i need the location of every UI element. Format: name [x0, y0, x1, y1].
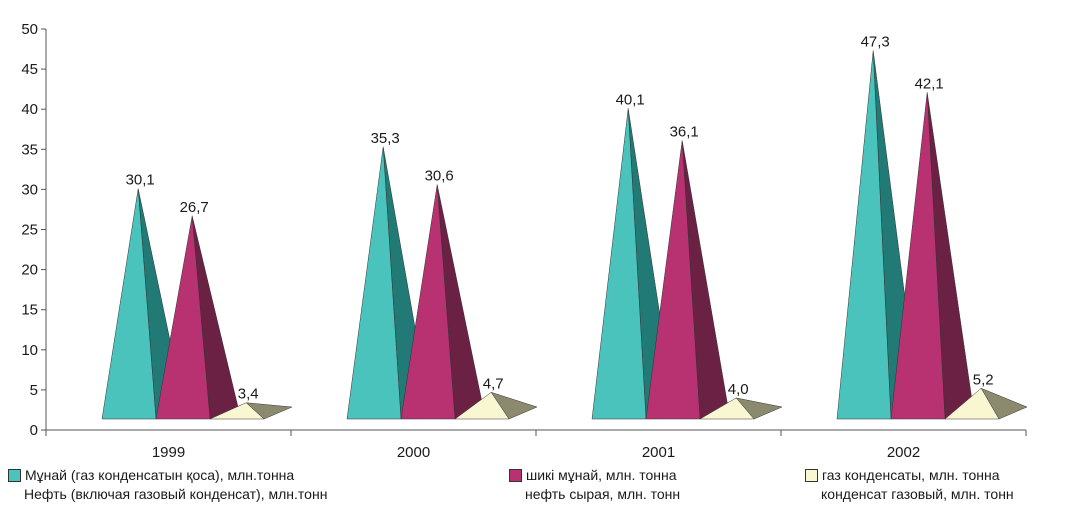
- data-label-s0-2000: 35,3: [371, 130, 400, 147]
- data-label-s2-2002: 5,2: [973, 371, 994, 388]
- legend-label-condensate: газ конденсаты, млн. тонна: [822, 467, 1000, 483]
- legend-swatch-crude-oil: [509, 469, 522, 482]
- legend-item-crude-oil: шикі мұнай, млн. тонна нефть сырая, млн.…: [509, 466, 680, 504]
- pyramid-s1-2000: [400, 184, 456, 420]
- pyramid-s1-1999: [155, 215, 211, 420]
- legend-item-condensate: газ конденсаты, млн. тонна конденсат газ…: [805, 466, 1014, 504]
- pyramid-s2-2001: [699, 397, 755, 420]
- data-label-s1-2002: 42,1: [915, 75, 944, 92]
- x-tick-label-2001: 2001: [642, 444, 675, 460]
- data-label-s1-2001: 36,1: [670, 123, 699, 140]
- data-label-s2-2000: 4,7: [483, 375, 504, 392]
- data-label-s2-1999: 3,4: [238, 386, 259, 403]
- legend-label-crude-oil: шикі мұнай, млн. тонна: [526, 467, 677, 483]
- pyramid-s0-1999: [101, 188, 157, 420]
- x-tick-label-1999: 1999: [152, 444, 185, 460]
- y-tick-label-35: 35: [21, 141, 38, 158]
- legend-swatch-condensate: [805, 469, 818, 482]
- legend-swatch-oil-total: [8, 469, 21, 482]
- x-tick-label-2002: 2002: [887, 444, 920, 460]
- pyramid-s2-1999: [209, 402, 265, 420]
- legend-label-oil-total: Мұнай (газ конденсатын қоса), млн.тонна: [25, 467, 295, 483]
- y-tick-label-5: 5: [30, 382, 38, 399]
- y-tick-label-0: 0: [30, 422, 38, 439]
- pyramid-s2-2002: [944, 387, 1000, 420]
- y-tick-label-10: 10: [21, 342, 38, 359]
- data-label-s0-2002: 47,3: [861, 34, 890, 51]
- legend-item-oil-total: Мұнай (газ конденсатын қоса), млн.тонна …: [8, 466, 327, 504]
- data-label-s0-1999: 30,1: [126, 172, 155, 189]
- y-tick-label-40: 40: [21, 101, 38, 118]
- legend-label-crude-oil-ru: нефть сырая, млн. тонн: [525, 486, 681, 502]
- pyramid-s0-2001: [591, 108, 647, 420]
- pyramid-s1-2002: [890, 92, 946, 420]
- legend-label-oil-total-ru: Нефть (включая газовый конденсат), млн.т…: [24, 486, 328, 502]
- pyramid-s1-2001: [645, 140, 701, 420]
- y-tick-label-25: 25: [21, 222, 38, 239]
- x-tick-label-2000: 2000: [397, 444, 430, 460]
- pyramid-chart: 0 5 10 15 20 25 30 35 40 45 50 1999 2000 2001 2002 30,1…: [21, 21, 1028, 460]
- pyramid-s0-2000: [346, 146, 402, 420]
- y-tick-label-15: 15: [21, 302, 38, 319]
- data-label-s1-1999: 26,7: [180, 199, 209, 216]
- legend-label-condensate-ru: конденсат газовый, млн. тонн: [821, 486, 1014, 502]
- pyramid-s2-2000: [454, 391, 510, 420]
- data-label-s1-2000: 30,6: [425, 168, 454, 185]
- pyramid-s0-2002: [836, 50, 892, 420]
- y-tick-label-50: 50: [21, 21, 38, 38]
- y-tick-label-30: 30: [21, 181, 38, 198]
- data-label-s0-2001: 40,1: [616, 91, 645, 108]
- y-tick-label-45: 45: [21, 61, 38, 78]
- data-label-s2-2001: 4,0: [728, 381, 749, 398]
- y-tick-label-20: 20: [21, 262, 38, 279]
